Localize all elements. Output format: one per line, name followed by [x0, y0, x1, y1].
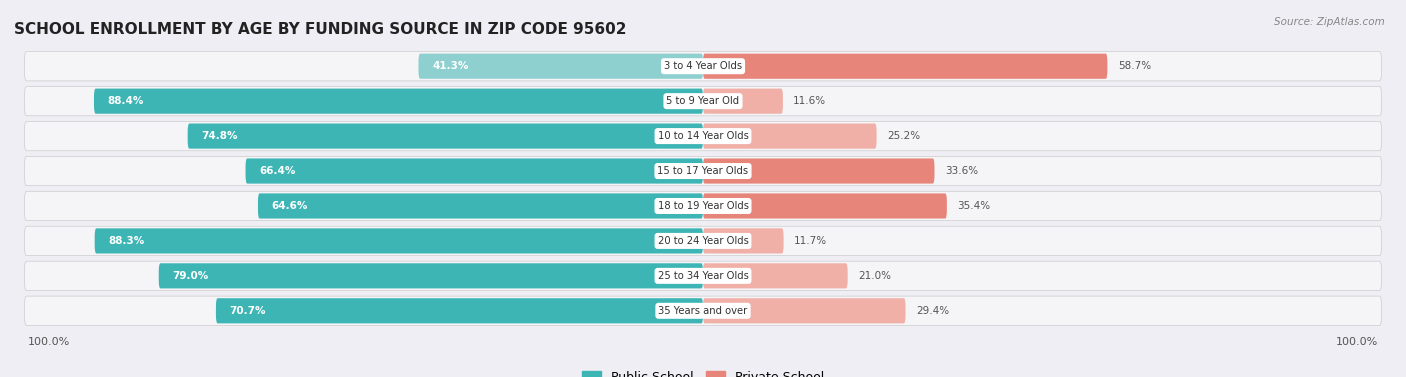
Text: 66.4%: 66.4%: [259, 166, 295, 176]
Text: 35.4%: 35.4%: [957, 201, 990, 211]
FancyBboxPatch shape: [24, 52, 1382, 81]
FancyBboxPatch shape: [187, 124, 703, 149]
FancyBboxPatch shape: [703, 158, 935, 184]
FancyBboxPatch shape: [217, 298, 703, 323]
Text: 10 to 14 Year Olds: 10 to 14 Year Olds: [658, 131, 748, 141]
FancyBboxPatch shape: [703, 89, 783, 114]
FancyBboxPatch shape: [24, 156, 1382, 186]
FancyBboxPatch shape: [703, 193, 946, 219]
Text: SCHOOL ENROLLMENT BY AGE BY FUNDING SOURCE IN ZIP CODE 95602: SCHOOL ENROLLMENT BY AGE BY FUNDING SOUR…: [14, 22, 627, 37]
Text: 25.2%: 25.2%: [887, 131, 920, 141]
Text: 100.0%: 100.0%: [28, 337, 70, 347]
FancyBboxPatch shape: [419, 54, 703, 79]
Text: 64.6%: 64.6%: [271, 201, 308, 211]
FancyBboxPatch shape: [94, 89, 703, 114]
FancyBboxPatch shape: [257, 193, 703, 219]
Text: 29.4%: 29.4%: [915, 306, 949, 316]
Text: 11.7%: 11.7%: [794, 236, 827, 246]
FancyBboxPatch shape: [703, 228, 783, 253]
FancyBboxPatch shape: [24, 261, 1382, 291]
Text: 33.6%: 33.6%: [945, 166, 979, 176]
Text: 20 to 24 Year Olds: 20 to 24 Year Olds: [658, 236, 748, 246]
FancyBboxPatch shape: [703, 263, 848, 288]
Text: 88.4%: 88.4%: [108, 96, 145, 106]
Text: 35 Years and over: 35 Years and over: [658, 306, 748, 316]
FancyBboxPatch shape: [24, 191, 1382, 221]
Text: 79.0%: 79.0%: [173, 271, 208, 281]
FancyBboxPatch shape: [24, 121, 1382, 151]
FancyBboxPatch shape: [703, 54, 1108, 79]
Text: 3 to 4 Year Olds: 3 to 4 Year Olds: [664, 61, 742, 71]
FancyBboxPatch shape: [24, 226, 1382, 256]
FancyBboxPatch shape: [24, 296, 1382, 325]
Text: 100.0%: 100.0%: [1336, 337, 1378, 347]
Text: Source: ZipAtlas.com: Source: ZipAtlas.com: [1274, 17, 1385, 27]
FancyBboxPatch shape: [703, 298, 905, 323]
Text: 58.7%: 58.7%: [1118, 61, 1152, 71]
FancyBboxPatch shape: [94, 228, 703, 253]
Text: 5 to 9 Year Old: 5 to 9 Year Old: [666, 96, 740, 106]
Text: 15 to 17 Year Olds: 15 to 17 Year Olds: [658, 166, 748, 176]
FancyBboxPatch shape: [246, 158, 703, 184]
Text: 21.0%: 21.0%: [858, 271, 891, 281]
Text: 25 to 34 Year Olds: 25 to 34 Year Olds: [658, 271, 748, 281]
FancyBboxPatch shape: [24, 86, 1382, 116]
Text: 70.7%: 70.7%: [229, 306, 266, 316]
Text: 11.6%: 11.6%: [793, 96, 827, 106]
Legend: Public School, Private School: Public School, Private School: [576, 366, 830, 377]
Text: 18 to 19 Year Olds: 18 to 19 Year Olds: [658, 201, 748, 211]
Text: 74.8%: 74.8%: [201, 131, 238, 141]
FancyBboxPatch shape: [159, 263, 703, 288]
Text: 88.3%: 88.3%: [108, 236, 145, 246]
Text: 41.3%: 41.3%: [432, 61, 468, 71]
FancyBboxPatch shape: [703, 124, 876, 149]
